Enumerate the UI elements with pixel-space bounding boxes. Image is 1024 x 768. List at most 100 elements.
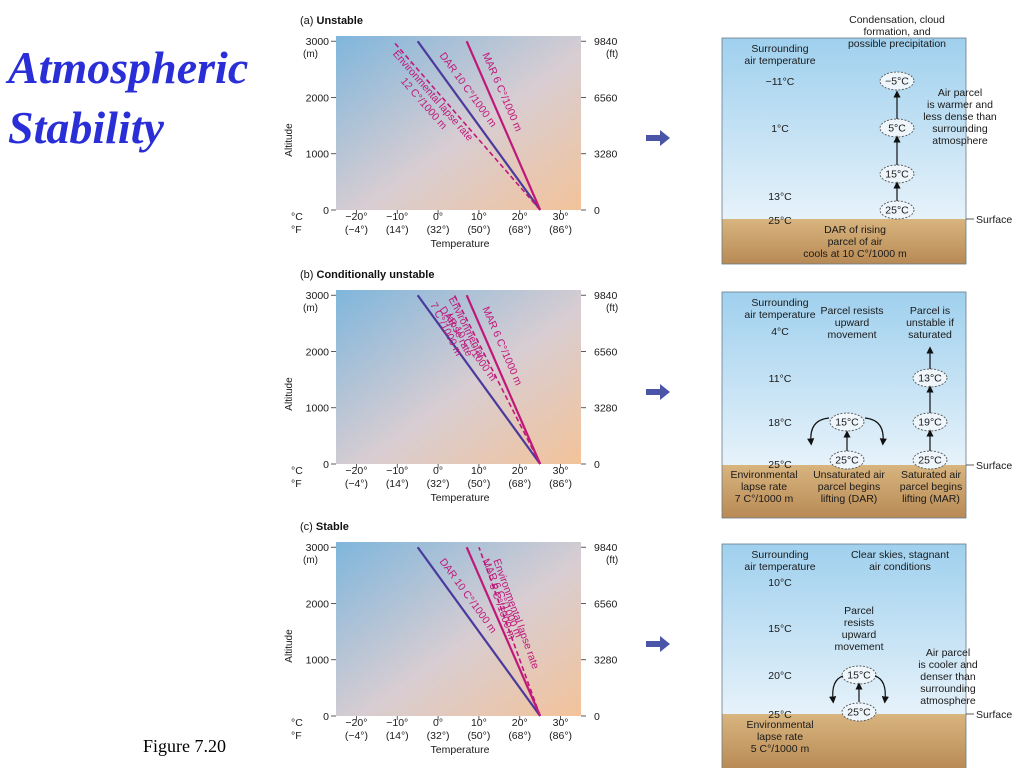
temp-tick-f: (50°) xyxy=(467,478,490,490)
air-temp-2: 11°C xyxy=(769,373,792,385)
temp-tick-c: 10° xyxy=(471,717,487,729)
middle-note-3: upward xyxy=(842,629,877,641)
temp-tick-f: (14°) xyxy=(386,224,409,236)
air-temp-4: 25°C xyxy=(768,459,792,471)
temp-tick-c: 0° xyxy=(433,465,443,477)
panel-letter: (b) xyxy=(300,269,317,281)
chart-area xyxy=(336,290,581,464)
diagram-frame xyxy=(721,291,967,519)
chart-area xyxy=(336,542,581,716)
panel-2: (b) Conditionally unstable (m) (ft) Altitud… xyxy=(284,269,1012,519)
bottom-right-2: parcel begins xyxy=(900,481,962,493)
middle-note-2: upward xyxy=(835,317,870,329)
bottom-note-2: lapse rate xyxy=(757,731,803,743)
bottom-note-3: cools at 10 C°/1000 m xyxy=(803,248,907,260)
left-parcel-1: 15°C xyxy=(829,412,865,432)
parcel-4-label: 25°C xyxy=(885,205,909,217)
left-parcel-1-label: 15°C xyxy=(835,417,859,429)
middle-note-1: Parcel resists xyxy=(820,305,883,317)
temp-tick-f: (14°) xyxy=(386,478,409,490)
unit-meters: (m) xyxy=(303,303,318,314)
alt-tick-ft: 0 xyxy=(594,711,600,723)
alt-tick-m: 0 xyxy=(323,711,329,723)
bottom-note-3: 5 C°/1000 m xyxy=(751,743,810,755)
temp-tick-c: −20° xyxy=(345,211,367,223)
alt-tick-ft: 6560 xyxy=(594,92,618,104)
parcel-3: 15°C xyxy=(879,164,915,184)
temp-tick-f: (32°) xyxy=(427,478,450,490)
temp-tick-c: −10° xyxy=(386,717,408,729)
top-note-3: possible precipitation xyxy=(848,38,946,50)
panel-label: (a) Unstable xyxy=(300,15,363,27)
air-temp-1: −11°C xyxy=(766,76,795,88)
parcel-2: 25°C xyxy=(841,702,877,722)
temp-tick-f: (32°) xyxy=(427,730,450,742)
surface-label: Surface xyxy=(976,460,1012,472)
surface-label: Surface xyxy=(976,709,1012,721)
parcel-1-label: 15°C xyxy=(847,670,871,682)
temp-tick-f: (−4°) xyxy=(345,478,368,490)
bottom-note-2: parcel of air xyxy=(828,236,883,248)
series-line-mar xyxy=(465,294,542,465)
alt-tick-m: 0 xyxy=(323,205,329,217)
right-parcel-2-label: 19°C xyxy=(918,417,942,429)
temp-tick-f: (32°) xyxy=(427,224,450,236)
temp-tick-c: 20° xyxy=(512,465,528,477)
top-note-2: air conditions xyxy=(869,561,931,573)
right-parcel-3: 25°C xyxy=(912,450,948,470)
side-note-4: surrounding xyxy=(920,683,976,695)
temp-tick-c: −10° xyxy=(386,211,408,223)
temp-tick-f: (86°) xyxy=(549,730,572,742)
ground-area xyxy=(722,465,966,518)
alt-tick-m: 2000 xyxy=(306,598,330,610)
chart-area xyxy=(336,36,581,210)
series-line-mar xyxy=(465,40,542,211)
ground-area xyxy=(722,219,966,264)
diagram-frame xyxy=(721,37,967,265)
temp-tick-c: 30° xyxy=(553,465,569,477)
alt-tick-ft: 9840 xyxy=(594,36,618,48)
middle-note-3: movement xyxy=(827,329,876,341)
surrounding-label-1: Surrounding xyxy=(751,43,808,55)
sink-arrow-right xyxy=(874,675,889,704)
right-parcel-1-label: 13°C xyxy=(918,373,942,385)
bottom-left-1: Environmental xyxy=(730,469,797,481)
celsius-label: °C xyxy=(291,465,303,477)
alt-tick-m: 2000 xyxy=(306,346,330,358)
temp-tick-c: 30° xyxy=(553,717,569,729)
sky-area xyxy=(722,544,966,714)
alt-tick-ft: 3280 xyxy=(594,149,618,161)
air-temp-2: 1°C xyxy=(771,123,789,135)
alt-tick-ft: 0 xyxy=(594,459,600,471)
panel-label: (c) Stable xyxy=(300,521,349,533)
temp-tick-c: 0° xyxy=(433,211,443,223)
unit-feet: (ft) xyxy=(606,49,618,60)
panel-label: (b) Conditionally unstable xyxy=(300,269,434,281)
temp-tick-c: 10° xyxy=(471,211,487,223)
left-parcel-2-label: 25°C xyxy=(835,455,859,467)
side-note-1: Air parcel xyxy=(926,647,970,659)
surrounding-label-1: Surrounding xyxy=(751,297,808,309)
temp-tick-c: 10° xyxy=(471,465,487,477)
middle-note-4: movement xyxy=(834,641,883,653)
side-note-2: is warmer and xyxy=(927,99,993,111)
side-note-3: denser than xyxy=(920,671,976,683)
temp-tick-c: 0° xyxy=(433,717,443,729)
surrounding-label-2: air temperature xyxy=(744,309,815,321)
temp-tick-c: −20° xyxy=(345,717,367,729)
unit-feet: (ft) xyxy=(606,303,618,314)
parcel-2: 5°C xyxy=(879,118,915,138)
right-parcel-3-label: 25°C xyxy=(918,455,942,467)
air-temp-1: 4°C xyxy=(771,326,789,338)
alt-tick-m: 1000 xyxy=(306,149,330,161)
unit-meters: (m) xyxy=(303,49,318,60)
panel-letter: (c) xyxy=(300,521,316,533)
parcel-2-label: 25°C xyxy=(847,707,871,719)
surrounding-label-2: air temperature xyxy=(744,55,815,67)
y-axis-label: Altitude xyxy=(284,123,295,157)
surface-label: Surface xyxy=(976,214,1012,226)
bottom-note-1: Environmental xyxy=(746,719,813,731)
surrounding-label-1: Surrounding xyxy=(751,549,808,561)
alt-tick-ft: 3280 xyxy=(594,655,618,667)
